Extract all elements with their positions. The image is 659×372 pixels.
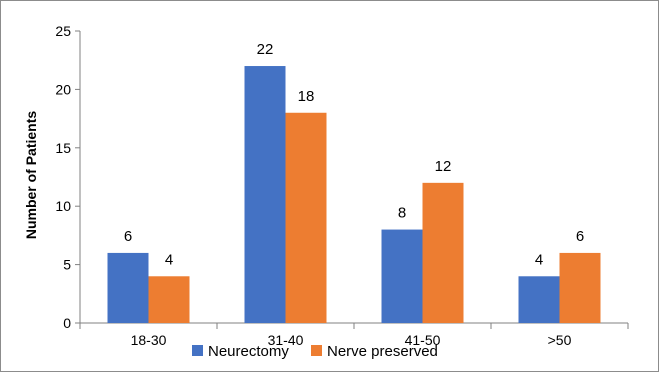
x-tick-label: 31-40 — [268, 332, 304, 348]
data-labels: 6 4 22 18 8 12 4 6 — [124, 41, 584, 268]
data-label: 6 — [576, 228, 584, 245]
y-tick-label: 20 — [55, 81, 71, 97]
y-tick-label: 10 — [55, 198, 71, 214]
axes: 0 5 10 15 20 25 18-30 31-40 41-50 >50 — [55, 23, 629, 348]
bar-nerve-preserved-3 — [559, 252, 601, 323]
bar-nerve-preserved-1 — [285, 112, 327, 323]
data-label: 22 — [257, 41, 274, 58]
data-label: 8 — [398, 205, 406, 222]
bars — [107, 66, 601, 323]
y-tick-label: 0 — [63, 315, 71, 331]
data-label: 4 — [165, 251, 173, 268]
x-tick-label: 18-30 — [131, 332, 167, 348]
data-label: 4 — [535, 251, 543, 268]
legend-label: Nerve preserved — [327, 343, 438, 360]
data-label: 6 — [124, 228, 132, 245]
y-tick-label: 25 — [55, 23, 71, 39]
bar-nerve-preserved-0 — [148, 276, 190, 323]
y-axis-title: Number of Patients — [23, 111, 39, 240]
bar-neurectomy-1 — [244, 66, 286, 323]
data-label: 12 — [435, 158, 452, 175]
legend: Neurectomy Nerve preserved — [192, 343, 438, 360]
bar-nerve-preserved-2 — [422, 182, 464, 323]
x-tick-label: 41-50 — [405, 332, 441, 348]
y-tick-label: 5 — [63, 257, 71, 273]
bar-neurectomy-3 — [518, 276, 560, 323]
bar-neurectomy-2 — [381, 229, 423, 323]
x-tick-label: >50 — [548, 332, 572, 348]
legend-swatch — [311, 345, 322, 356]
legend-swatch — [192, 345, 203, 356]
y-tick-label: 15 — [55, 140, 71, 156]
bar-neurectomy-0 — [107, 252, 149, 323]
data-label: 18 — [298, 88, 315, 105]
legend-label: Neurectomy — [208, 343, 289, 360]
